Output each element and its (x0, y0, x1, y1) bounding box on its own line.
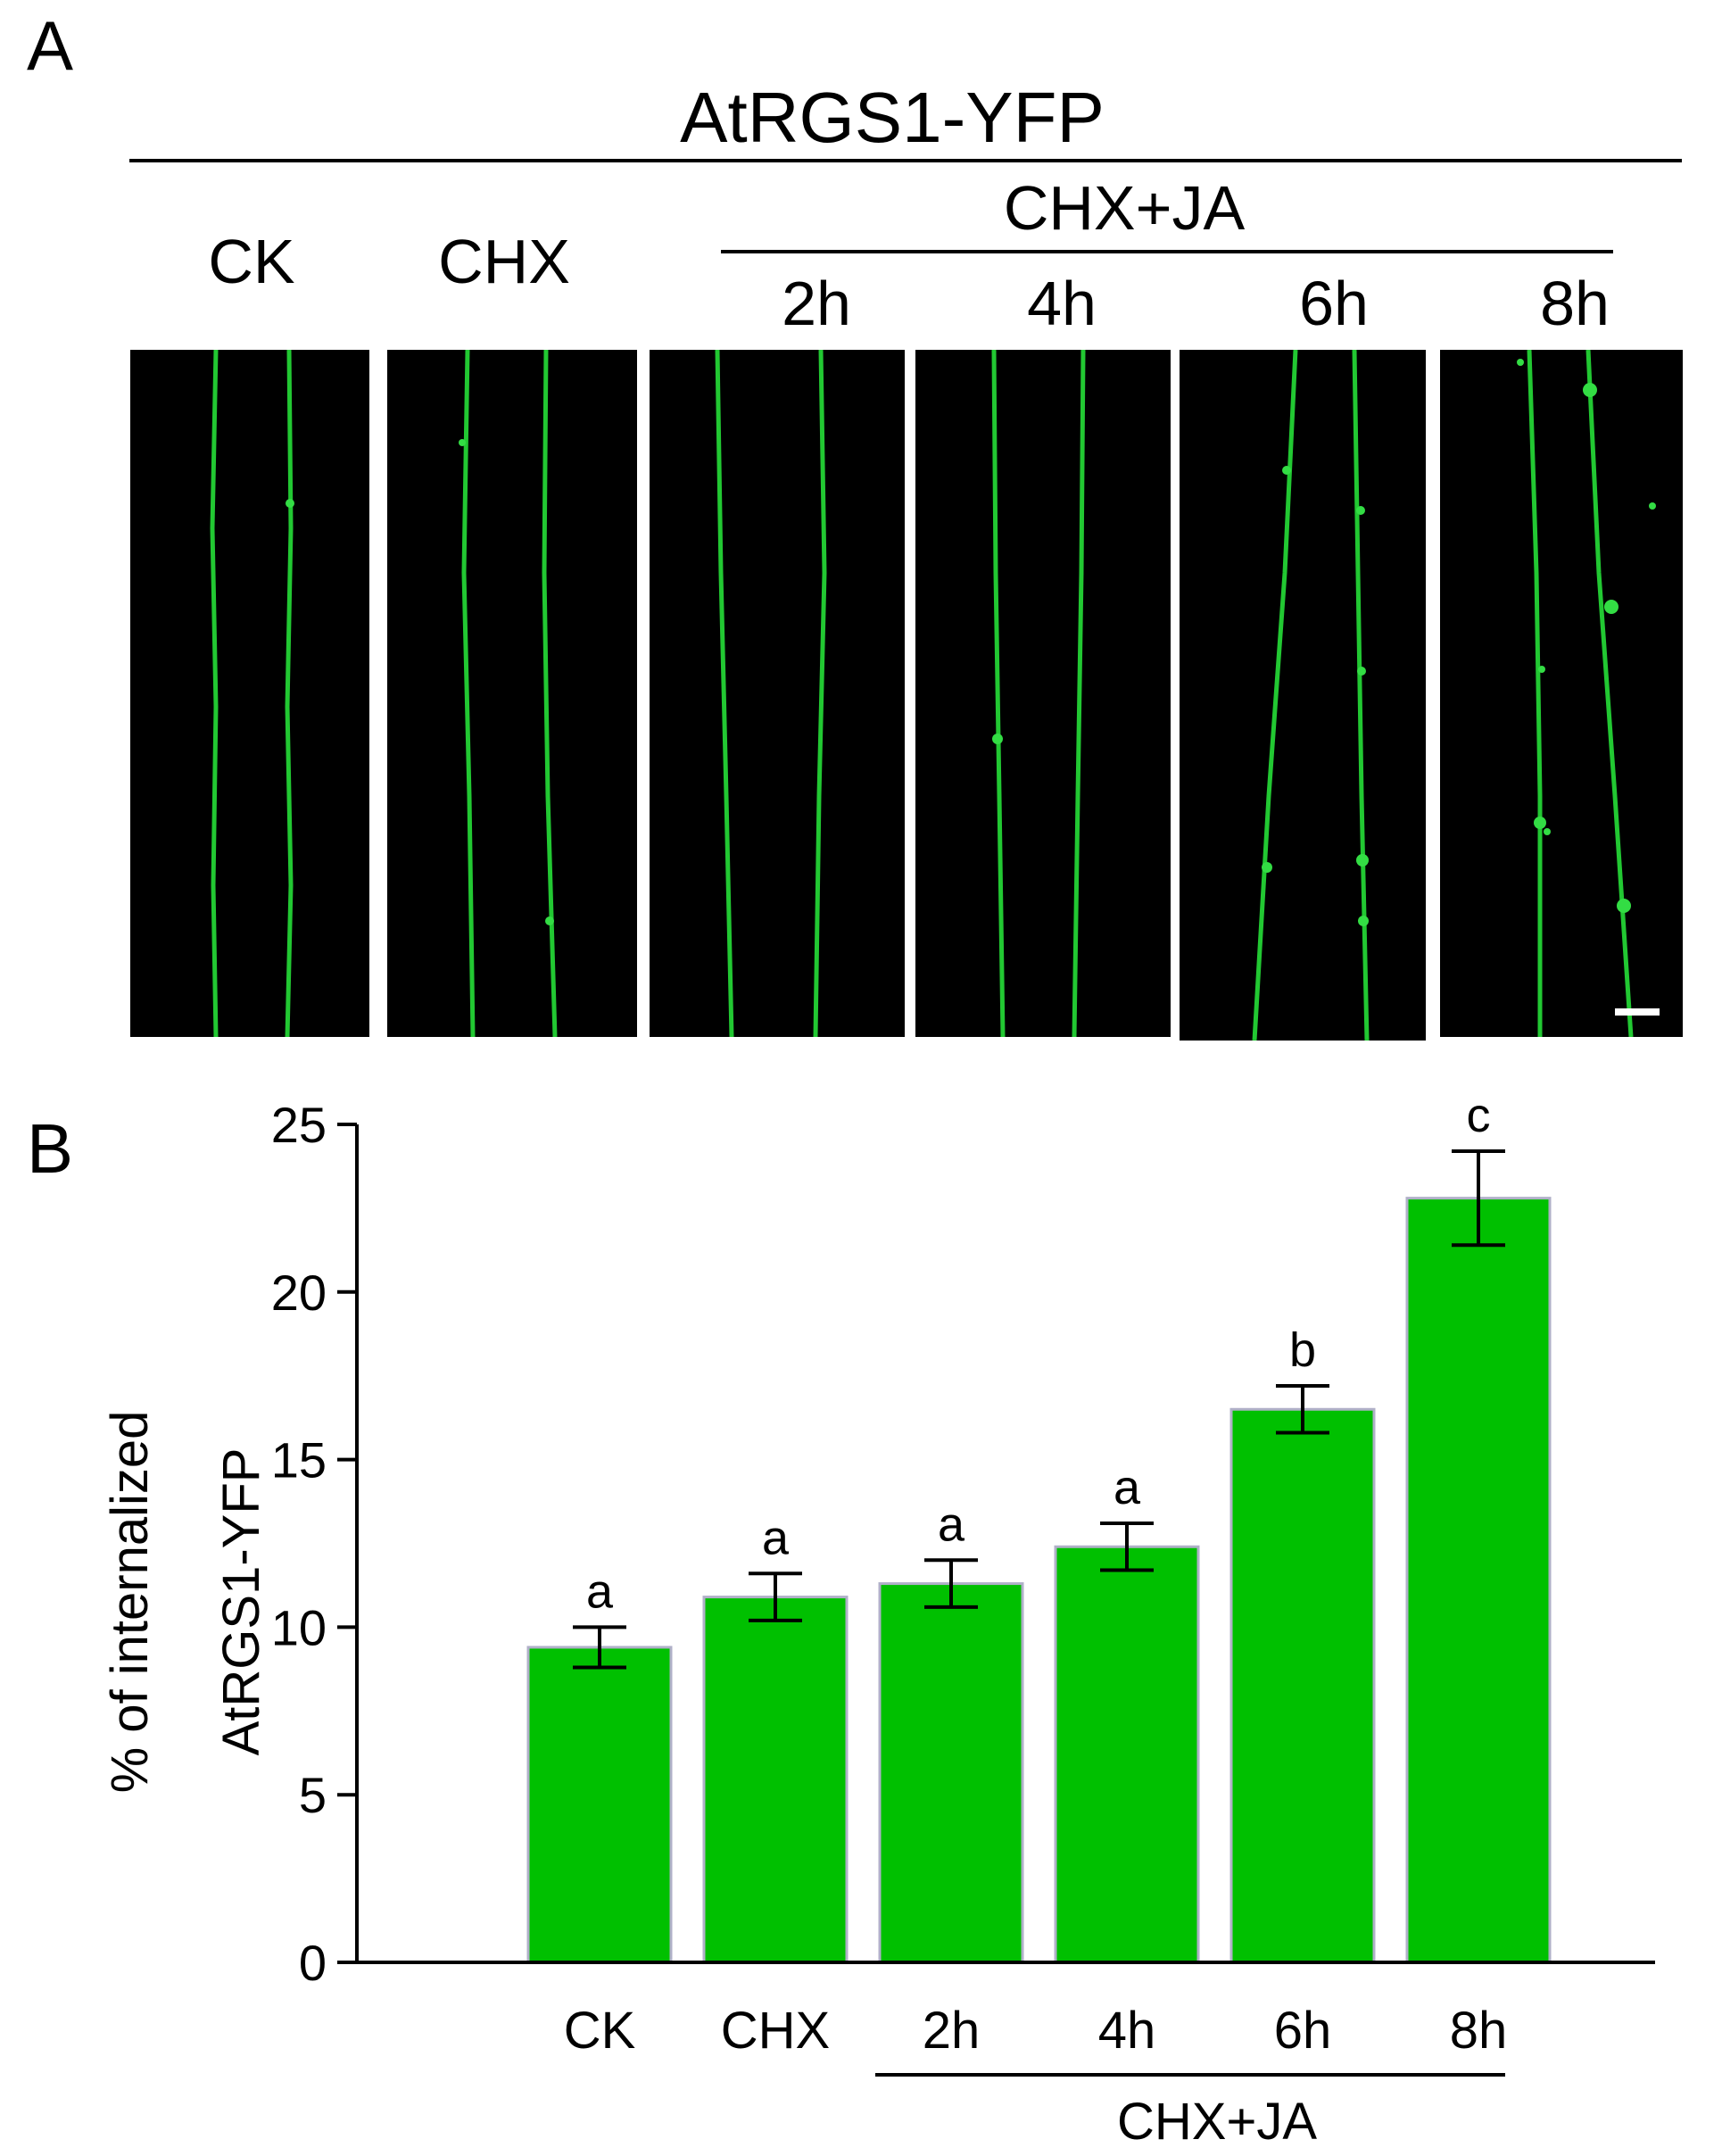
group-underline (721, 250, 1613, 253)
panel-a-title: AtRGS1-YFP (680, 78, 1105, 157)
bar-chart: 0 5 10 15 20 25 a CK a CHX a 2h a 4h b 6h c 8h % of inte… (101, 1089, 1655, 2151)
x-tick-label-4: 6h (1274, 2002, 1332, 2060)
significance-letter-1: a (762, 1511, 790, 1564)
group-label-chx-ja-b: CHX+JA (1117, 2093, 1317, 2151)
panel-a-letter: A (27, 6, 74, 85)
y-tick-label-2: 10 (271, 1599, 327, 1655)
col-label-6h: 6h (1299, 269, 1369, 338)
x-tick-label-1: CHX (721, 2002, 830, 2060)
bar-1 (702, 1596, 849, 1964)
y-tick-label-5: 25 (271, 1097, 327, 1153)
micrograph-2h (650, 350, 905, 1037)
group-label-chx-ja: CHX+JA (1003, 173, 1246, 243)
micrograph-chx (387, 350, 637, 1037)
y-tick-label-3: 15 (271, 1432, 327, 1488)
significance-letter-3: a (1114, 1461, 1141, 1514)
bar-4 (1229, 1407, 1376, 1964)
col-label-ck: CK (208, 227, 295, 296)
scale-bar (1615, 1008, 1660, 1016)
title-underline (129, 159, 1682, 162)
micrograph-4h (915, 350, 1171, 1037)
x-tick-label-5: 8h (1450, 2002, 1508, 2060)
micrograph-ck (130, 350, 369, 1037)
x-tick-label-3: 4h (1098, 2002, 1156, 2060)
significance-letter-4: b (1289, 1323, 1316, 1377)
x-tick-label-0: CK (564, 2002, 636, 2060)
bar-3 (1054, 1545, 1200, 1964)
significance-letter-2: a (938, 1497, 965, 1551)
y-axis-label-line1: % of internalized (101, 1411, 159, 1794)
panel-b-letter: B (27, 1109, 74, 1188)
col-label-chx: CHX (438, 227, 570, 296)
bar-2 (878, 1582, 1024, 1964)
y-axis-label-line2: AtRGS1-YFP (212, 1448, 270, 1756)
significance-letter-0: a (586, 1564, 614, 1618)
col-label-8h: 8h (1540, 269, 1610, 338)
y-tick-label-1: 5 (299, 1767, 327, 1823)
significance-letter-5: c (1467, 1089, 1491, 1142)
col-label-2h: 2h (782, 269, 851, 338)
bar-0 (526, 1646, 673, 1964)
x-tick-label-2: 2h (923, 2002, 981, 2060)
bar-5 (1405, 1197, 1552, 1964)
y-tick-label-0: 0 (299, 1935, 327, 1991)
micrograph-6h (1180, 350, 1426, 1041)
y-tick-label-4: 20 (271, 1265, 327, 1321)
micrograph-8h (1440, 350, 1683, 1037)
col-label-4h: 4h (1027, 269, 1097, 338)
